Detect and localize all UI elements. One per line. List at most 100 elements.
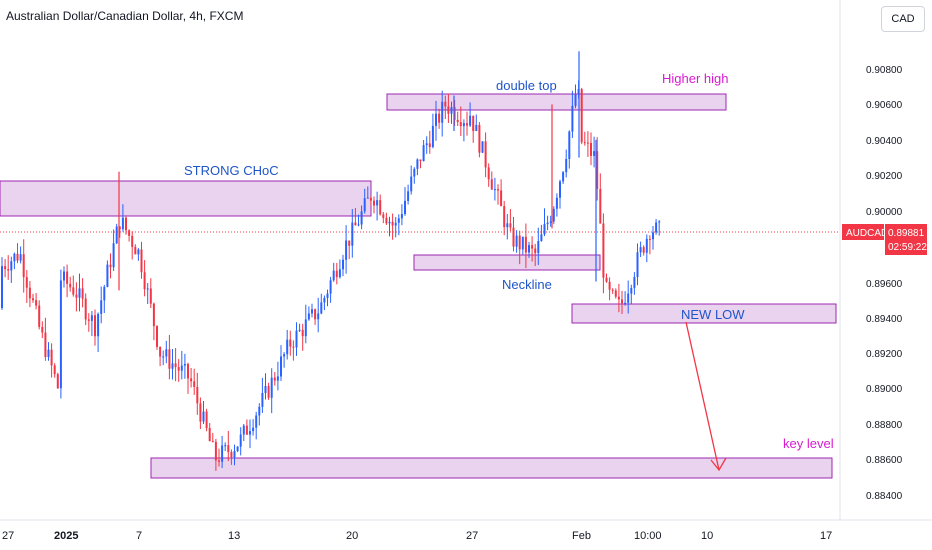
candle-body [196,386,199,404]
zones-layer [0,93,837,479]
candle-body [7,269,10,271]
annotation-strong-choc: STRONG CHoC [184,163,279,178]
candle-body [165,349,168,357]
candle-body [425,143,428,146]
x-tick: 7 [136,530,142,542]
candle-body [97,313,100,337]
candle-body [493,189,496,191]
candle-body [249,431,251,435]
candle-body [481,141,484,153]
candle-body [515,235,518,247]
candle-body [614,290,617,297]
candle-body [44,332,47,358]
candle-body [252,427,255,432]
candle-body [636,252,639,278]
x-tick: 27 [2,530,14,542]
candle-body [512,227,515,247]
candle-body [658,221,661,223]
candle-body [218,460,220,462]
x-tick: 10:00 [634,530,662,542]
candle-body [608,281,611,290]
candle-body [100,300,103,314]
candle-body [487,167,490,180]
candle-body [320,302,323,314]
candle-body [177,367,180,371]
candle-body [131,235,134,247]
price-axis[interactable]: 0.90800 0.90600 0.90400 0.90200 0.90000 … [866,65,903,502]
candle-body [397,218,400,223]
candle-body [574,94,577,106]
candle-body [53,365,56,375]
candle-body [264,386,267,393]
candle-body [87,319,90,321]
candle-body [63,271,65,281]
candle-body [35,300,38,306]
candle-body [245,425,248,435]
candle-body [239,434,242,447]
x-tick: Feb [572,530,591,542]
zone-double-top [386,93,727,111]
candle-body [211,441,214,443]
candle-body [354,222,357,226]
candle-body [227,445,230,453]
candle-body [214,441,217,461]
candle-body [121,217,124,230]
candle-body [447,106,450,114]
y-tick: 0.90200 [866,171,903,182]
candle-body [335,270,338,278]
candle-body [503,206,506,228]
candle-body [456,119,459,123]
price-tag: AUDCAD 0.89881 02:59:22 [842,224,927,255]
candle-body [187,363,189,379]
candle-body [509,223,512,228]
candle-body [273,377,276,381]
candle-body [292,346,295,348]
candle-body [180,365,183,371]
candle-body [50,349,53,366]
candle-body [500,190,503,207]
candle-body [360,211,363,225]
candle-body [146,288,149,290]
candle-body [369,197,372,201]
candle-body [112,243,115,268]
candle-body [162,356,165,358]
candle-body [648,238,651,240]
candle-body [413,168,416,177]
time-axis[interactable]: 27 2025 7 13 20 27 Feb 10:00 10 17 [2,530,832,542]
candle-body [255,415,258,428]
candle-body [382,214,385,218]
candle-body [611,289,614,291]
candle-body [301,329,304,337]
candle-body [159,346,162,357]
candle-body [534,248,537,254]
candle-body [363,198,366,212]
candle-body [586,142,589,144]
x-tick: 17 [820,530,832,542]
candle-body [149,288,152,304]
candle-body [47,349,50,358]
y-tick: 0.89400 [866,314,903,325]
candle-body [462,123,465,127]
candle-body [537,241,540,254]
candle-body [106,264,109,287]
candle-body [549,221,552,223]
candle-body [13,253,16,262]
candle-body [258,406,261,416]
candle-body [407,191,410,201]
candle-body [345,240,348,260]
candle-body [115,226,118,244]
candle-body [357,224,360,226]
candles-layer [1,51,661,471]
candle-body [521,236,524,250]
y-tick: 0.89000 [866,384,903,395]
candle-body [366,197,369,199]
candle-body [140,249,143,273]
candle-body [84,298,87,320]
x-tick: 2025 [54,530,78,542]
currency-selector[interactable]: CAD [881,6,925,32]
y-tick: 0.89600 [866,279,903,290]
candle-body [342,259,344,270]
candle-body [394,222,397,226]
candle-body [41,326,44,333]
